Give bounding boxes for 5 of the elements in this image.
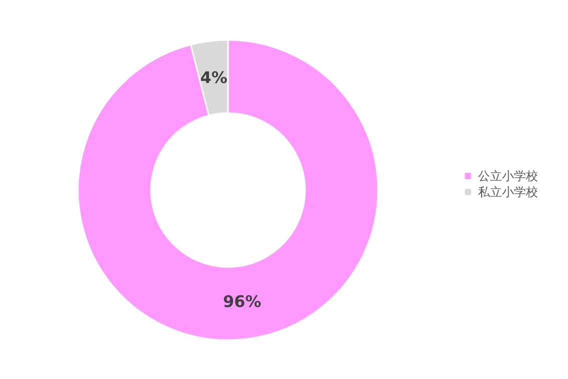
legend-label: 私立小学校	[478, 185, 538, 199]
data-label: 4%	[200, 68, 228, 87]
donut-slice	[77, 39, 379, 340]
legend-label: 公立小学校	[478, 169, 538, 183]
data-label: 96%	[223, 292, 262, 312]
